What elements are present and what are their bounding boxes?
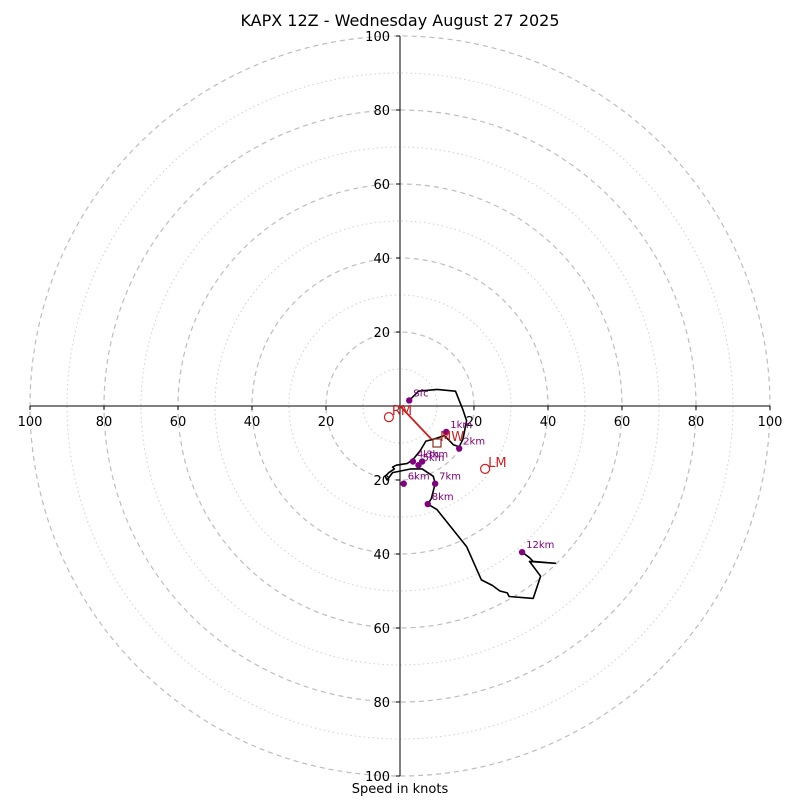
x-tick-label: 60	[170, 415, 187, 430]
chart-title: KAPX 12Z - Wednesday August 27 2025	[240, 11, 560, 30]
x-tick-label: 100	[18, 415, 43, 430]
x-tick-label: 100	[758, 415, 783, 430]
height-marker-2km	[456, 445, 463, 452]
y-tick-label: 100	[365, 770, 390, 785]
tick-labels: 100 80 60 40 20 20 40 60 80 100 100 80 60 40 20 20 40 60 8…	[18, 30, 783, 785]
height-marker-4km	[409, 458, 417, 465]
height-label: 12km	[526, 540, 554, 551]
x-tick-label: 80	[688, 415, 705, 430]
storm-motion-label: LM	[488, 456, 506, 471]
height-marker-6km	[400, 480, 407, 487]
y-tick-label: 100	[365, 30, 390, 45]
x-tick-label: 80	[96, 415, 113, 430]
height-label: 8km	[432, 492, 454, 503]
height-label: 4km	[417, 450, 439, 461]
y-tick-label: 80	[373, 696, 390, 711]
y-tick-label: 40	[373, 252, 390, 267]
height-label: Sfc	[413, 388, 428, 399]
rm-marker	[383, 412, 394, 423]
height-label: 2km	[463, 437, 485, 448]
height-label: 3km	[426, 450, 448, 461]
x-tick-label: 20	[318, 415, 335, 430]
storm-motion-label: MW	[440, 430, 464, 445]
storm-motion-label: RM	[392, 404, 412, 419]
storm-motions: RM LM MW	[383, 404, 507, 474]
x-tick-label: 40	[540, 415, 557, 430]
y-tick-label: 60	[373, 622, 390, 637]
height-label: 5km	[423, 453, 445, 464]
lm-marker	[480, 463, 491, 474]
height-marker-7km	[431, 480, 439, 487]
height-marker-sfc	[406, 397, 413, 404]
height-marker-1km	[443, 428, 450, 436]
height-marker-12km	[518, 548, 526, 556]
height-marker-8km	[424, 500, 431, 508]
x-tick-label: 20	[466, 415, 483, 430]
y-tick-label: 60	[373, 178, 390, 193]
y-tick-label: 80	[373, 104, 390, 119]
x-tick-label: 40	[244, 415, 261, 430]
height-marker-5km	[415, 462, 422, 469]
height-label: 7km	[439, 472, 461, 483]
height-label: 1km	[450, 420, 472, 431]
shear-vector	[399, 405, 433, 440]
x-axis-label: Speed in knots	[351, 782, 449, 797]
y-tick-label: 20	[373, 326, 390, 341]
y-tick-label: 40	[373, 548, 390, 563]
mean-wind-marker	[432, 438, 442, 448]
y-tick-label: 20	[373, 474, 390, 489]
height-label: 6km	[408, 472, 430, 483]
x-tick-label: 60	[614, 415, 631, 430]
